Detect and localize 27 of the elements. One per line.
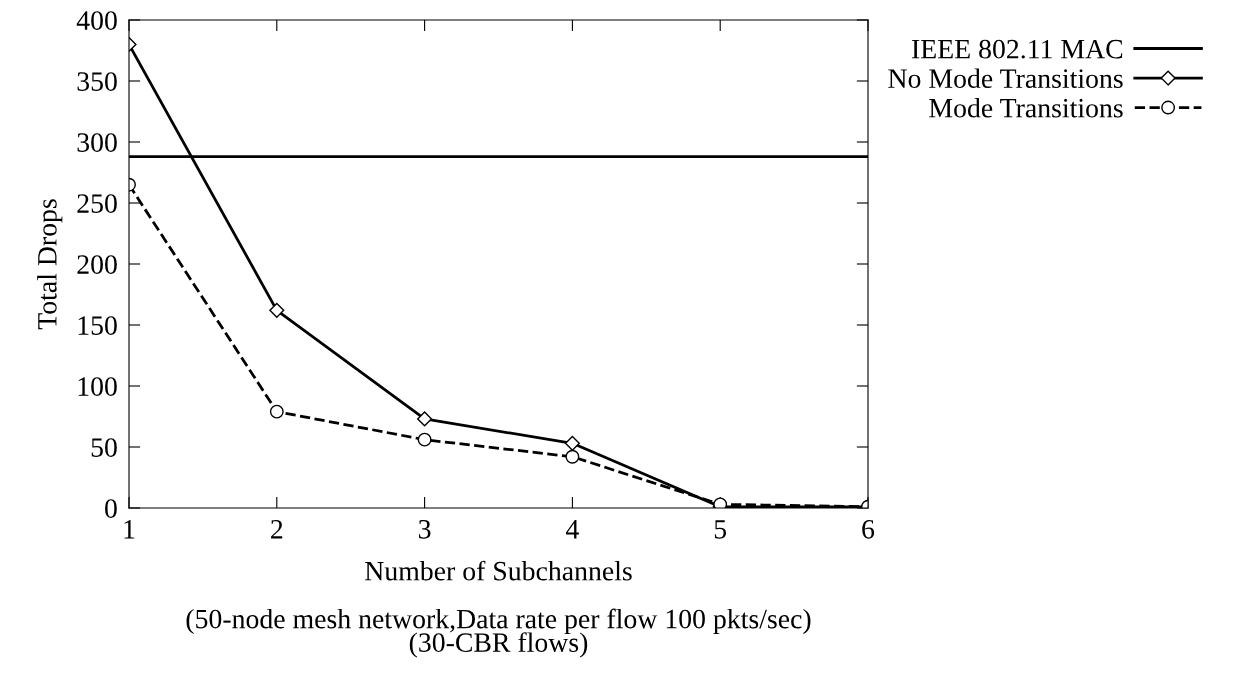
y-tick-label: 250 [77,194,117,213]
point [417,411,433,427]
x-tick-label: 3 [418,519,431,539]
y-axis-title: Total Drops [37,199,63,330]
y-tick-label: 300 [77,133,117,152]
point [565,449,580,464]
point [269,302,285,318]
y-tick-label: 50 [91,438,117,457]
y-tick-label: 150 [78,316,117,335]
x-tick-label: 1 [124,520,135,539]
legend-label: No Mode Transitions [888,68,1123,89]
x-tick-label: 2 [271,519,283,539]
point [564,435,580,451]
point [269,404,284,419]
y-tick-label: 200 [77,255,117,274]
y-tick-label: 0 [105,499,117,518]
y-tick-label: 350 [77,72,117,91]
x-tick-label: 5 [714,520,727,539]
legend-label: IEEE 802.11 MAC [911,39,1123,59]
x-tick-label: 4 [566,520,579,539]
y-tick-label: 100 [78,377,117,396]
legend-label: Mode Transitions [929,97,1123,118]
point [417,432,432,447]
text: (50-node mesh network,Data rate per flow 100 pkts/sec) (30-CBR flows) [186,608,811,658]
x-axis-title: Number of Subchannels [365,560,632,581]
x-tick-label: 6 [862,519,875,539]
y-tick-label: 400 [76,11,117,30]
